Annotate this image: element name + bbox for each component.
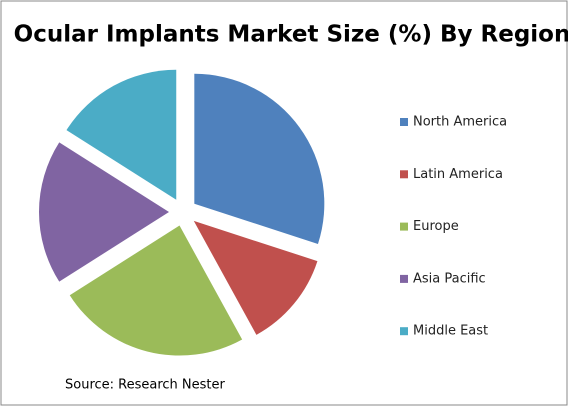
legend-swatch: [400, 327, 408, 336]
source: Source: Research Nester: [65, 378, 226, 393]
legend-label: Latin America: [413, 167, 503, 182]
legend-label: Europe: [413, 219, 459, 234]
legend-label: North America: [413, 115, 507, 130]
legend-label: Asia Pacific: [413, 271, 486, 286]
legend-swatch: [400, 118, 408, 126]
legend-swatch: [400, 222, 408, 231]
legend-swatch: [400, 274, 408, 283]
pie-slice: [193, 220, 318, 335]
legend-label: Middle East: [413, 324, 488, 339]
chart-title: Ocular Implants Market Size (%) By Regio…: [14, 22, 568, 48]
legend-swatch: [400, 170, 408, 179]
pie-slice: [194, 73, 325, 244]
pie-slice: [69, 225, 243, 356]
pie-slice: [66, 69, 177, 200]
pie-slice: [39, 142, 170, 282]
